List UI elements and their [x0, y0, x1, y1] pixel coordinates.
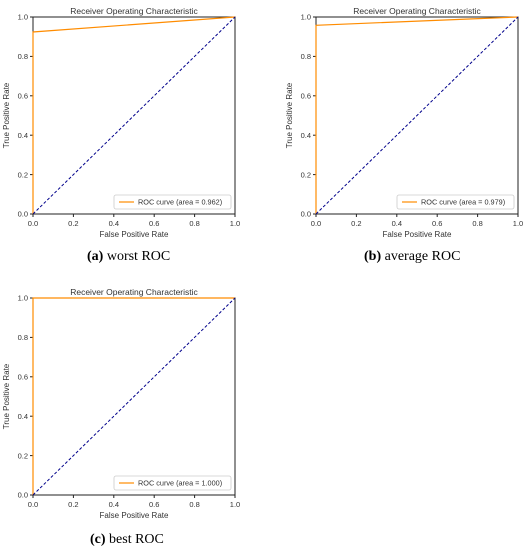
x-tick-label: 0.8	[472, 219, 482, 228]
legend-label: ROC curve (area = 0.962)	[138, 198, 222, 207]
legend: ROC curve (area = 0.979)	[396, 194, 515, 210]
x-tick-label: 1.0	[230, 500, 240, 509]
roc-curve-line	[32, 16, 236, 214]
x-tick-label: 0.8	[189, 500, 199, 509]
x-tick-label: 0.0	[28, 500, 38, 509]
x-tick-label: 1.0	[513, 219, 523, 228]
legend-box	[396, 194, 515, 210]
x-tick-label: 0.4	[109, 500, 119, 509]
x-tick-label: 0.0	[28, 219, 38, 228]
legend-label: ROC curve (area = 0.979)	[421, 198, 505, 207]
y-axis-label: True Positive Rate	[285, 82, 294, 148]
y-tick-label: 0.8	[18, 52, 28, 61]
y-tick-label: 0.2	[18, 170, 28, 179]
x-tick-label: 0.6	[432, 219, 442, 228]
caption-c-text: best ROC	[109, 532, 164, 547]
legend-label: ROC curve (area = 1.000)	[138, 479, 222, 488]
caption-c-label: (c)	[90, 532, 106, 547]
y-tick-label: 0.2	[18, 451, 28, 460]
caption-a: (a) worst ROC	[87, 249, 170, 265]
roc-chart-c: 0.0 0.2 0.4 0.6 0.8 1.0 0.0 0.2 0.4 0.6 0.8 1.0 Rece…	[2, 287, 240, 520]
y-tick-label: 0.0	[301, 210, 311, 219]
x-tick-label: 0.4	[109, 219, 119, 228]
x-axis-label: False Positive Rate	[383, 230, 452, 239]
y-tick-label: 0.8	[301, 52, 311, 61]
y-tick-label: 0.6	[18, 92, 28, 101]
caption-a-label: (a)	[87, 249, 104, 264]
x-tick-label: 0.2	[351, 219, 361, 228]
y-axis-label: True Positive Rate	[2, 363, 11, 429]
legend-box	[113, 475, 232, 491]
roc-chart-a: 0.0 0.2 0.4 0.6 0.8 1.0 0.0 0.2 0.4 0.6 0.8 1.0 Rece…	[2, 6, 240, 239]
roc-chart-b: 0.0 0.2 0.4 0.6 0.8 1.0 0.0 0.2 0.4 0.6 0.8 1.0 Rece…	[285, 6, 523, 239]
chart-title: Receiver Operating Characteristic	[70, 287, 198, 297]
y-tick-label: 0.6	[18, 373, 28, 382]
roc-curve-line	[32, 297, 235, 495]
caption-b: (b) average ROC	[364, 249, 460, 265]
x-tick-label: 1.0	[230, 219, 240, 228]
y-tick-label: 0.2	[301, 170, 311, 179]
chance-diagonal-line	[315, 16, 519, 215]
y-tick-label: 0.4	[301, 131, 311, 140]
y-tick-label: 0.4	[18, 412, 28, 421]
x-tick-label: 0.4	[392, 219, 402, 228]
chance-diagonal-line	[32, 16, 236, 215]
chart-title: Receiver Operating Characteristic	[70, 6, 198, 16]
legend-box	[113, 194, 232, 210]
x-tick-label: 0.2	[68, 500, 78, 509]
y-tick-label: 1.0	[301, 13, 311, 22]
caption-c: (c) best ROC	[90, 532, 164, 548]
x-tick-label: 0.0	[311, 219, 321, 228]
y-axis-label: True Positive Rate	[2, 82, 11, 148]
chart-title: Receiver Operating Characteristic	[353, 6, 481, 16]
y-tick-label: 0.6	[301, 92, 311, 101]
x-axis-label: False Positive Rate	[100, 511, 169, 520]
chance-diagonal-line	[32, 297, 236, 496]
y-tick-label: 1.0	[18, 13, 28, 22]
y-tick-label: 1.0	[18, 294, 28, 303]
caption-b-label: (b)	[364, 249, 382, 264]
legend: ROC curve (area = 1.000)	[113, 475, 232, 491]
roc-curve-line	[315, 16, 519, 214]
y-tick-label: 0.8	[18, 333, 28, 342]
legend: ROC curve (area = 0.962)	[113, 194, 232, 210]
y-tick-label: 0.0	[18, 210, 28, 219]
x-tick-label: 0.6	[149, 500, 159, 509]
x-tick-label: 0.6	[149, 219, 159, 228]
caption-b-text: average ROC	[384, 249, 461, 264]
caption-a-text: worst ROC	[106, 249, 171, 264]
x-tick-label: 0.8	[189, 219, 199, 228]
x-axis-label: False Positive Rate	[100, 230, 169, 239]
x-tick-label: 0.2	[68, 219, 78, 228]
y-tick-label: 0.0	[18, 491, 28, 500]
y-tick-label: 0.4	[18, 131, 28, 140]
